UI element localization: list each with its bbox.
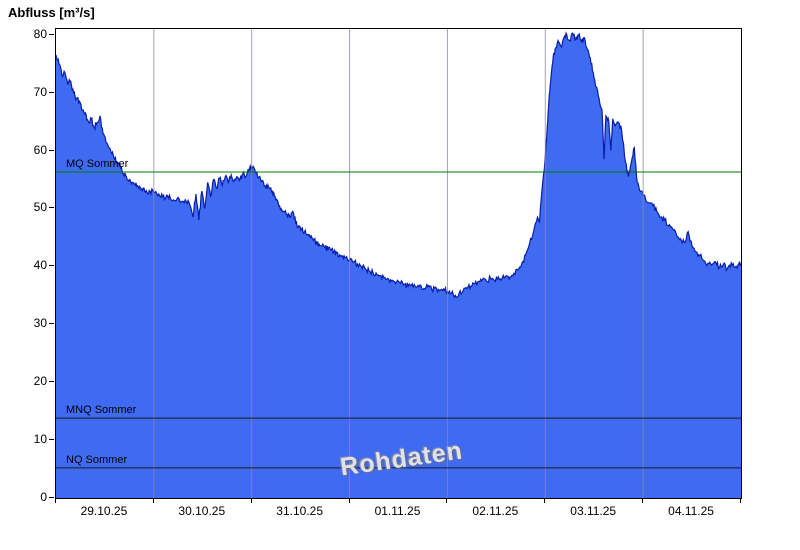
y-tick-mark xyxy=(49,497,54,498)
y-tick-label: 50 xyxy=(33,200,47,215)
y-tick-label: 40 xyxy=(33,258,47,273)
x-tick-label: 03.11.25 xyxy=(570,504,617,518)
y-tick-mark xyxy=(49,91,54,93)
x-tick-mark xyxy=(446,498,448,503)
discharge-area xyxy=(56,33,741,498)
y-tick-label: 80 xyxy=(33,26,47,41)
y-axis-title: Abfluss [m³/s] xyxy=(8,5,95,20)
y-tick-mark xyxy=(49,265,54,267)
y-tick-mark xyxy=(49,323,54,325)
x-tick-label: 30.10.25 xyxy=(178,504,226,518)
plot-area[interactable]: Rohdaten MQ Sommer MNQ Sommer NQ Sommer xyxy=(55,28,742,499)
y-tick-mark xyxy=(49,439,54,441)
x-tick-mark xyxy=(152,498,154,503)
x-tick-label: 31.10.25 xyxy=(276,504,323,518)
y-tick-label: 10 xyxy=(33,432,47,447)
y-tick-mark xyxy=(49,207,54,209)
y-tick-label: 60 xyxy=(33,142,47,157)
y-tick-label: 0 xyxy=(40,490,47,504)
x-tick-label: 04.11.25 xyxy=(668,504,714,518)
y-tick-label: 70 xyxy=(33,84,47,99)
y-tick-mark xyxy=(49,149,54,151)
y-tick-label: 30 xyxy=(33,316,47,331)
y-tick-mark xyxy=(49,381,54,383)
x-tick-mark xyxy=(348,498,350,503)
x-tick-mark xyxy=(250,498,252,503)
x-tick-label: 29.10.25 xyxy=(80,504,128,518)
x-tick-mark xyxy=(642,498,644,503)
x-tick-label: 02.11.25 xyxy=(472,504,519,518)
discharge-chart-canvas xyxy=(56,29,741,498)
x-tick-label: 01.11.25 xyxy=(374,504,421,518)
x-tick-mark xyxy=(55,498,56,503)
reference-label-mnq-sommer: MNQ Sommer xyxy=(66,404,137,417)
y-tick-label: 20 xyxy=(33,374,47,389)
y-tick-mark xyxy=(49,33,54,35)
x-tick-mark xyxy=(544,498,546,503)
discharge-line xyxy=(56,31,741,299)
reference-label-nq-sommer: NQ Sommer xyxy=(66,453,128,466)
x-tick-mark xyxy=(740,498,741,503)
reference-label-mq-sommer: MQ Sommer xyxy=(66,158,129,171)
